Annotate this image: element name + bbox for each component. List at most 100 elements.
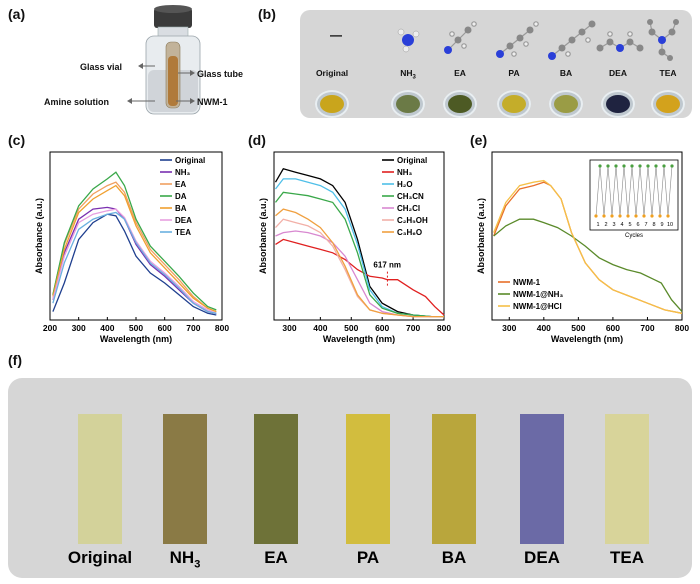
molecule-ea <box>444 21 477 54</box>
x-tick-label: 500 <box>129 323 143 333</box>
legend-label: CH₂Cl <box>397 204 420 213</box>
strip-ba <box>432 414 476 544</box>
powder-name-pa: PA <box>508 68 520 78</box>
nwm-strip <box>168 56 178 106</box>
inset-tick-label: 6 <box>636 222 639 228</box>
x-tick-label: 600 <box>158 323 172 333</box>
original-dash: — <box>330 28 342 42</box>
legend-label: NWM-1@NH₃ <box>513 290 563 299</box>
x-tick-label: 800 <box>215 323 229 333</box>
powder-dish-dea <box>601 90 635 118</box>
chart-d: 300 400 500 600 700 800 Wavelength (nm) Absorba… <box>258 151 451 344</box>
arrow-glass-tube-head <box>190 70 195 76</box>
powder-dea <box>606 95 630 113</box>
legend-label: CH₃CN <box>397 192 424 201</box>
inset-cycle-point <box>638 164 642 168</box>
molecule-row <box>397 19 679 61</box>
plot-frame <box>273 151 445 321</box>
inset-tick-label: 2 <box>604 222 607 228</box>
vial-cap-top <box>154 5 192 13</box>
molecule-tea <box>647 19 679 61</box>
legend-label: EA <box>175 180 186 189</box>
molecule-dea <box>596 31 644 52</box>
inset-cycle-point <box>662 164 666 168</box>
inset-cycle-point <box>610 214 614 218</box>
molecule-nh3 <box>397 28 420 53</box>
legend-label: H₂O <box>397 180 413 189</box>
x-tick-label: 600 <box>375 323 389 333</box>
inset-tick-label: 8 <box>652 222 655 228</box>
powder-ea <box>448 95 472 113</box>
vial-illustration: Glass vial Glass tube Amine solution NWM… <box>44 5 243 115</box>
legend-label: Original <box>175 156 205 165</box>
panel-label-c: (c) <box>8 132 26 148</box>
strip-ea <box>254 414 298 544</box>
x-axis-label: Wavelength (nm) <box>100 334 172 344</box>
powder-original <box>320 95 344 113</box>
series-line-dea <box>52 208 217 314</box>
x-tick-label: 800 <box>437 323 451 333</box>
inset-cycle-point <box>654 164 658 168</box>
strip-label-dea: DEA <box>524 548 560 567</box>
inset-cycle-point <box>626 214 630 218</box>
y-axis-label: Absorbance (a.u.) <box>258 198 268 274</box>
x-tick-label: 500 <box>571 323 585 333</box>
plot-frame <box>491 151 683 321</box>
legend-label: NH₃ <box>397 168 413 177</box>
x-tick-label: 700 <box>406 323 420 333</box>
powder-pa <box>502 95 526 113</box>
inset-tick-label: 10 <box>667 222 673 228</box>
strip-label-nh3: NH3 <box>169 548 201 571</box>
molecule-ba <box>548 20 596 60</box>
inset-cycle-line <box>595 165 673 217</box>
strip-dea <box>520 414 564 544</box>
powder-ba <box>554 95 578 113</box>
powder-dish-nh3 <box>391 90 425 118</box>
arrow-glass-vial-head <box>138 63 143 69</box>
inset-cycle-point <box>598 164 602 168</box>
x-tick-label: 400 <box>313 323 327 333</box>
powder-nh3 <box>396 95 420 113</box>
label-amine-solution: Amine solution <box>44 97 109 107</box>
inset-frame <box>589 159 679 231</box>
powder-dish-pa <box>497 90 531 118</box>
chart-c: 200 300 400 500 600 700 800 Wavelength (nm) Abso… <box>34 151 229 344</box>
x-tick-label: 300 <box>502 323 516 333</box>
powder-name-nh3: NH3 <box>400 68 416 81</box>
powder-name-tea: TEA <box>659 68 677 78</box>
inset-cycle-point <box>618 214 622 218</box>
powder-name-ba: BA <box>559 68 573 78</box>
x-tick-label: 600 <box>606 323 620 333</box>
series-line-da <box>52 171 217 311</box>
series-line-original <box>274 168 444 318</box>
label-nwm: NWM-1 <box>197 97 228 107</box>
inset-xlabel: Cycles <box>625 233 643 239</box>
inset-cycle-point <box>614 164 618 168</box>
x-tick-label: 400 <box>100 323 114 333</box>
powder-dish-tea <box>651 90 685 118</box>
strip-pa <box>346 414 390 544</box>
y-axis-label: Absorbance (a.u.) <box>476 198 486 274</box>
inset-tick-label: 5 <box>628 222 631 228</box>
inset-cycle-point <box>646 164 650 168</box>
inset-cycle-point <box>606 164 610 168</box>
powder-dish-ea <box>443 90 477 118</box>
legend-label: DEA <box>175 216 192 225</box>
legend-label: NH₃ <box>175 168 191 177</box>
inset-cycle-point <box>658 214 662 218</box>
legend-label: C₂H₅OH <box>397 216 428 225</box>
x-axis-label: Wavelength (nm) <box>323 334 395 344</box>
inset-cycle-point <box>594 214 598 218</box>
strip-label-tea: TEA <box>610 548 644 567</box>
legend-label: TEA <box>175 228 191 237</box>
chart-e: 300 400 500 600 700 800 Wavelength (nm) Absorba… <box>476 151 689 344</box>
panel-label-b: (b) <box>258 6 276 22</box>
powder-name-ea: EA <box>454 68 466 78</box>
strip-label-ea: EA <box>264 548 288 567</box>
series-line-c3h6o <box>275 208 444 318</box>
legend-label: NWM-1 <box>513 278 541 287</box>
strip-label-pa: PA <box>356 548 380 567</box>
panel-label-f: (f) <box>8 352 22 368</box>
series-line-tea <box>52 211 217 314</box>
inset-tick-label: 9 <box>660 222 663 228</box>
